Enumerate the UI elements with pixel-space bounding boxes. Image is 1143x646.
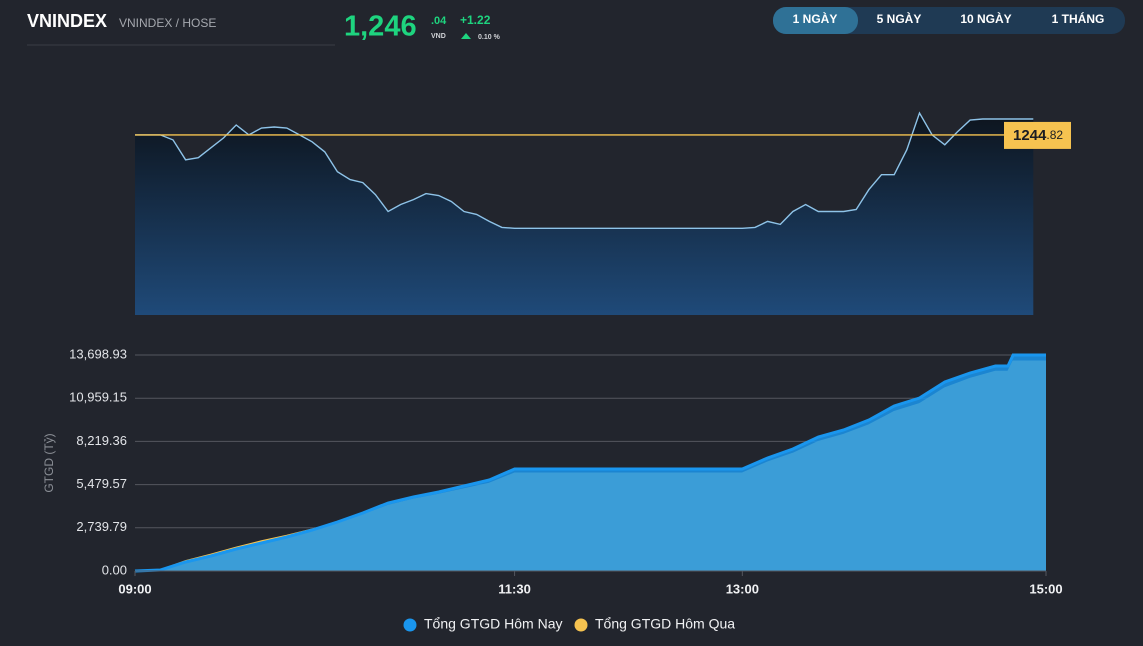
tab[interactable]: 1 THÁNG xyxy=(1052,11,1105,26)
title: VNINDEX xyxy=(27,11,107,31)
active-tab-bg xyxy=(773,7,858,34)
reference-badge xyxy=(1004,121,1071,149)
x-tick-label: 11:30 xyxy=(498,581,531,596)
up-arrow xyxy=(461,33,471,39)
y-tick-label: 2,739.79 xyxy=(76,519,127,534)
y-tick-label: 13,698.93 xyxy=(69,346,127,361)
price-decimals: .04 xyxy=(431,15,447,27)
y-tick-label: 5,479.57 xyxy=(76,476,127,491)
price-unit: VND xyxy=(431,33,446,40)
subtitle: VNINDEX / HOSE xyxy=(119,16,216,30)
x-tick-label: 15:00 xyxy=(1029,581,1062,596)
area xyxy=(135,355,1046,571)
reference-label: 1244.82 xyxy=(1013,127,1063,144)
y-tick-label: 8,219.36 xyxy=(76,433,127,448)
price-area xyxy=(135,113,1034,315)
x-tick-label: 13:00 xyxy=(726,581,759,596)
price: 1,246 xyxy=(344,11,417,43)
tab[interactable]: 10 NGÀY xyxy=(960,11,1011,26)
reference-dec: .82 xyxy=(1046,128,1063,142)
legend-swatch xyxy=(403,618,417,632)
change: +1.22 xyxy=(460,13,491,27)
tab[interactable]: 1 NGÀY xyxy=(793,11,838,26)
change-percent: 0.10 % xyxy=(478,34,501,41)
y-tick-label: 10,959.15 xyxy=(69,390,127,405)
y-tick-label: 0.00 xyxy=(102,562,127,577)
tab-bar xyxy=(773,7,1125,34)
legend-swatch xyxy=(574,618,588,632)
tab[interactable]: 5 NGÀY xyxy=(877,11,922,26)
x-tick-label: 09:00 xyxy=(118,581,151,596)
y-axis-label: GTGD (Tỷ) xyxy=(42,433,56,492)
area-edge xyxy=(134,353,1046,573)
legend-label: Tổng GTGD Hôm Qua xyxy=(595,616,735,632)
reference-int: 1244 xyxy=(1013,127,1047,144)
legend-label: Tổng GTGD Hôm Nay xyxy=(424,616,562,632)
